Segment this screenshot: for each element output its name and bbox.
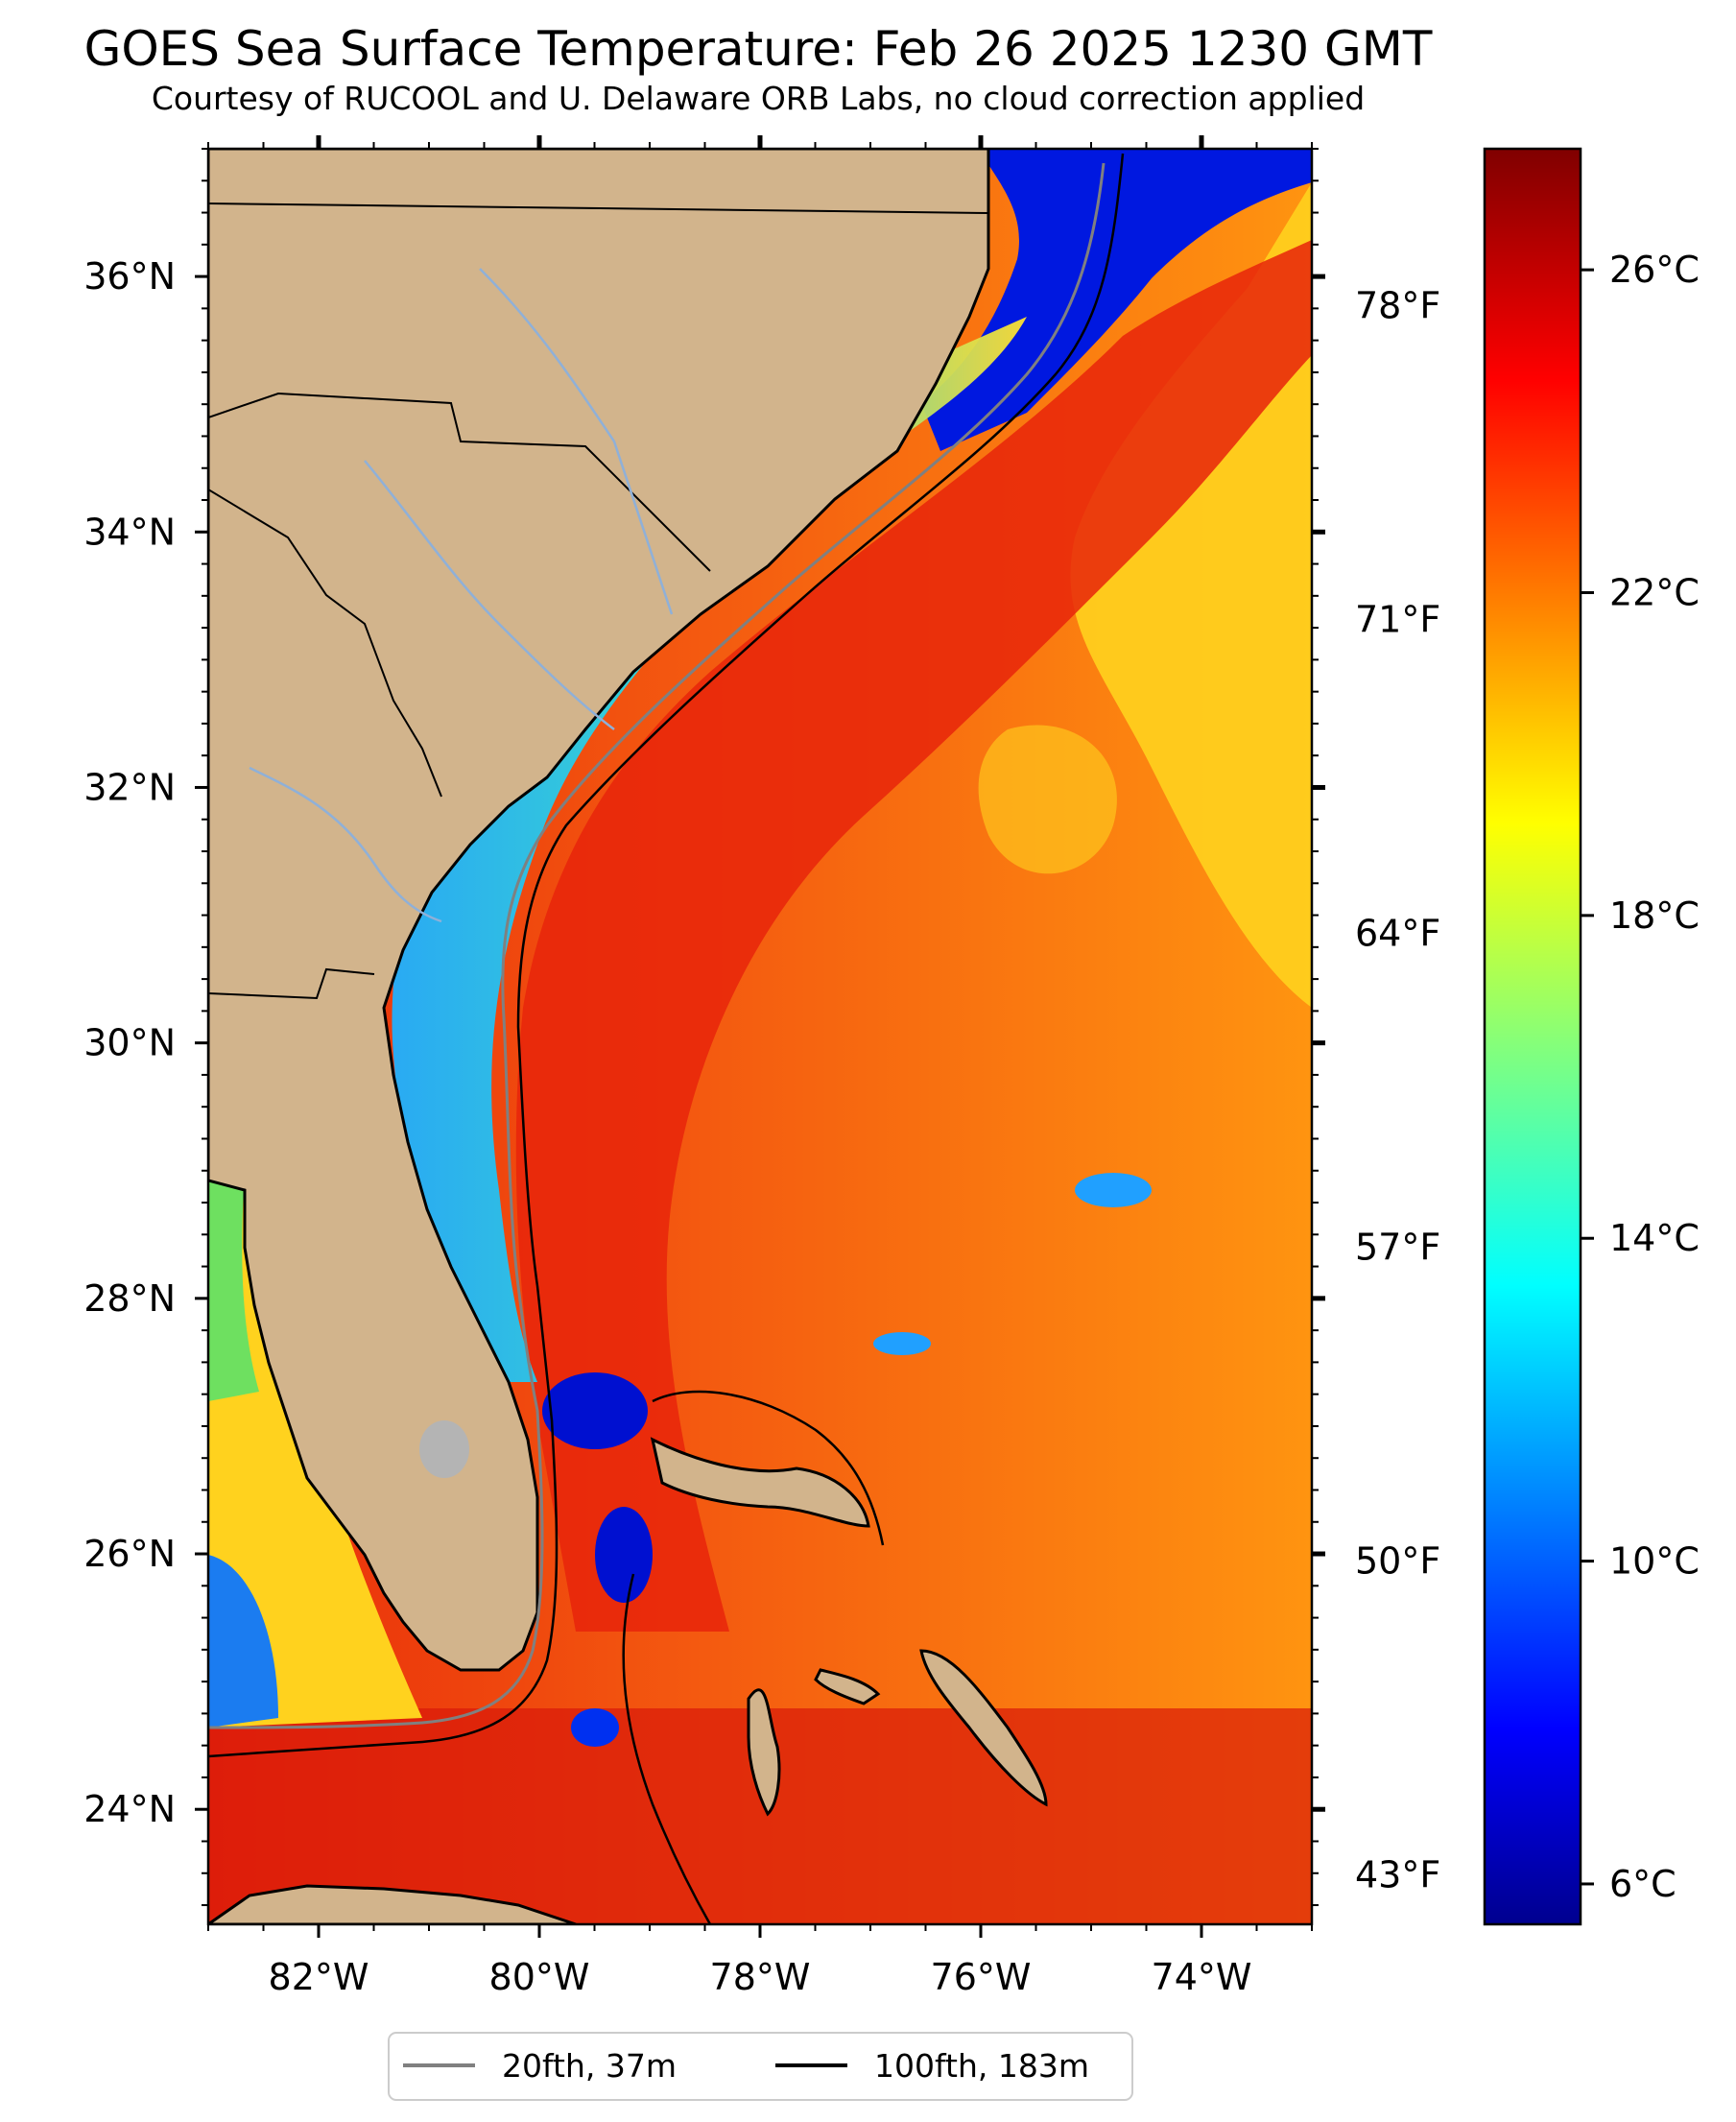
colorbar-fahrenheit-label: 71°F [1355, 599, 1440, 641]
cool-patch [1075, 1173, 1152, 1207]
cool-patch [873, 1332, 931, 1355]
lat-tick-label: 24°N [83, 1788, 176, 1830]
lake-okeechobee [419, 1420, 469, 1478]
state-border [208, 967, 375, 1000]
lat-tick-label: 28°N [83, 1277, 176, 1320]
legend-box [388, 2032, 1133, 2101]
cold-patch [571, 1708, 619, 1747]
bahamas-grand-bahama [650, 1437, 870, 1528]
lon-tick-label: 76°W [931, 1956, 1032, 1998]
colorbar-celsius-label: 22°C [1609, 572, 1700, 614]
lat-tick-label: 36°N [83, 255, 176, 298]
isobath-legend: 20fth, 37m 100fth, 183m [388, 2032, 1133, 2101]
colorbar-celsius-label: 18°C [1609, 894, 1700, 937]
chart-subtitle: Courtesy of RUCOOL and U. Delaware ORB L… [152, 80, 1365, 117]
legend-label-100fth: 100fth, 183m [874, 2047, 1089, 2085]
colorbar-axis: 26°C 22°C 18°C 14°C 10°C 6°C [1581, 249, 1700, 1905]
lon-tick-label: 82°W [269, 1956, 369, 1998]
bahamas-andros [747, 1688, 781, 1817]
colorbar-celsius-label: 26°C [1609, 249, 1700, 291]
isobath-100fth-bahamas [652, 1390, 885, 1546]
colorbar-celsius-label: 14°C [1609, 1217, 1700, 1259]
colorbar-fahrenheit-label: 50°F [1355, 1540, 1440, 1583]
colorbar-celsius-label: 10°C [1609, 1540, 1700, 1583]
gulf-cool-patch [208, 1171, 259, 1401]
land-southeast-us [208, 149, 990, 1672]
eddy-core [978, 725, 1117, 874]
bahamas-exuma [919, 1649, 1048, 1807]
lon-tick-label: 80°W [489, 1956, 590, 1998]
river [364, 460, 615, 730]
lat-tick-label: 32°N [83, 766, 176, 808]
cold-patch [595, 1507, 653, 1603]
colorbar-fahrenheit-label: 64°F [1355, 913, 1440, 955]
river [479, 268, 674, 615]
lon-tick-label: 78°W [710, 1956, 811, 1998]
gulf-cold-patch [208, 1555, 278, 1728]
lat-tick-label: 34°N [83, 511, 176, 553]
colorbar-fahrenheit-label: 43°F [1355, 1854, 1440, 1896]
lat-tick-label: 26°N [83, 1533, 176, 1575]
map-panel [208, 149, 1312, 1924]
isobath-20fth [208, 162, 1106, 1729]
river [249, 766, 442, 923]
cold-patch [542, 1372, 648, 1449]
chart-title: GOES Sea Surface Temperature: Feb 26 202… [84, 21, 1433, 77]
longitude-axis: 82°W 80°W 78°W 76°W 74°W [207, 135, 1313, 1998]
colorbar-celsius-label: 6°C [1609, 1863, 1677, 1905]
colorbar-fahrenheit-label: 78°F [1355, 285, 1440, 327]
state-border [208, 489, 442, 798]
lon-tick-label: 74°W [1152, 1956, 1252, 1998]
isobath-100fth-bahamas [622, 1573, 712, 1924]
bahamas-new-providence [814, 1668, 881, 1705]
isobath-100fth [208, 153, 1125, 1758]
colorbar [1483, 147, 1582, 1926]
lat-tick-label: 30°N [83, 1022, 176, 1064]
land-cuba [208, 1884, 577, 1924]
state-border [208, 203, 989, 214]
legend-label-20fth: 20fth, 37m [502, 2047, 677, 2085]
gulf-stream [515, 240, 1312, 1632]
state-border [208, 392, 711, 572]
cold-water-north [921, 149, 1312, 451]
latitude-axis: 36°N 34°N 32°N 30°N 28°N 26°N 24°N [83, 148, 1325, 1907]
fahrenheit-axis: 78°F 71°F 64°F 57°F 50°F 43°F [1355, 285, 1440, 1896]
colorbar-fahrenheit-label: 57°F [1355, 1227, 1440, 1269]
